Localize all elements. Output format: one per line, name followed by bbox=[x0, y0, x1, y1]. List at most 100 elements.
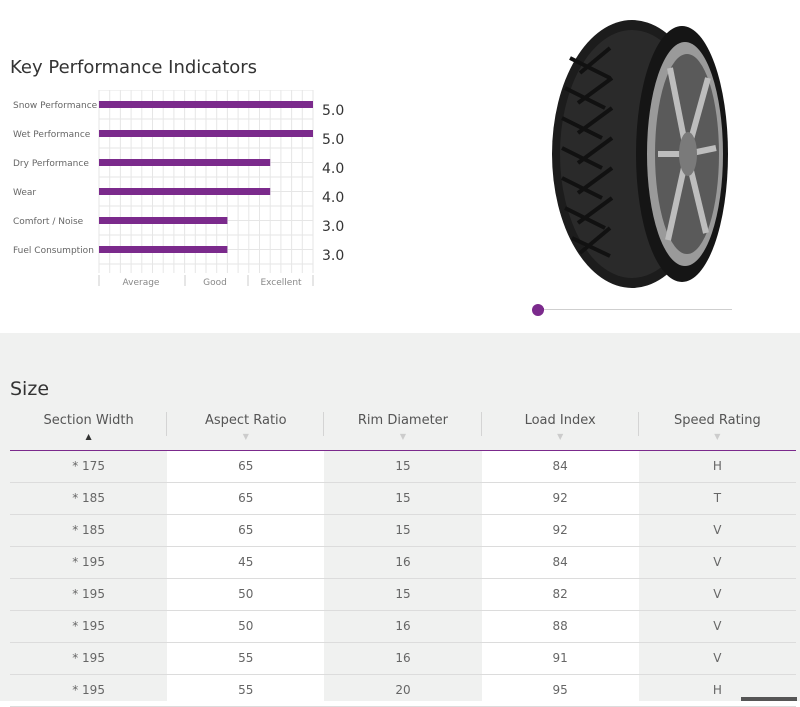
table-cell: 55 bbox=[167, 642, 325, 675]
image-slider-track[interactable] bbox=[538, 309, 732, 310]
column-header-rim-diameter[interactable]: Rim Diameter ▼ bbox=[324, 406, 482, 450]
table-cell: * 185 bbox=[10, 482, 168, 515]
table-cell: 95 bbox=[481, 674, 639, 707]
table-cell: 16 bbox=[324, 642, 482, 675]
table-cell: 16 bbox=[324, 546, 482, 579]
table-row[interactable]: * 175 65 15 84 H bbox=[10, 450, 796, 483]
kpi-bar bbox=[99, 188, 271, 195]
table-cell: V bbox=[638, 578, 796, 611]
table-cell: 45 bbox=[167, 546, 325, 579]
table-cell: * 195 bbox=[10, 578, 168, 611]
table-cell: 16 bbox=[324, 610, 482, 643]
sort-asc-icon: ▲ bbox=[85, 432, 92, 441]
table-cell: * 195 bbox=[10, 610, 168, 643]
table-cell: 55 bbox=[167, 674, 325, 707]
sort-desc-icon: ▼ bbox=[242, 432, 249, 441]
table-cell: 65 bbox=[167, 450, 325, 483]
scale-label: Excellent bbox=[260, 278, 302, 288]
table-cell: 15 bbox=[324, 514, 482, 547]
table-row[interactable]: * 195 50 16 88 V bbox=[10, 610, 796, 643]
table-cell: 88 bbox=[481, 610, 639, 643]
table-cell: V bbox=[638, 610, 796, 643]
kpi-category-labels: Snow Performance Wet Performance Dry Perfo… bbox=[13, 101, 98, 256]
table-row[interactable]: * 195 55 20 95 H bbox=[10, 674, 796, 707]
kpi-category-label: Snow Performance bbox=[13, 101, 98, 111]
sort-desc-icon: ▼ bbox=[399, 432, 407, 441]
kpi-section: Key Performance Indicators Snow Performa… bbox=[0, 0, 800, 333]
kpi-value-label: 4.0 bbox=[322, 161, 344, 177]
table-row[interactable]: * 195 55 16 91 V bbox=[10, 642, 796, 675]
table-cell: H bbox=[638, 450, 796, 483]
column-label: Rim Diameter bbox=[357, 413, 449, 428]
scale-label: Average bbox=[123, 278, 160, 288]
kpi-bar bbox=[99, 217, 228, 224]
column-label: Section Width bbox=[43, 413, 134, 428]
table-cell: 91 bbox=[481, 642, 639, 675]
image-slider-handle[interactable] bbox=[532, 304, 544, 316]
table-cell: T bbox=[638, 482, 796, 515]
table-cell: 50 bbox=[167, 578, 325, 611]
table-cell: V bbox=[638, 642, 796, 675]
table-cell: 15 bbox=[324, 450, 482, 483]
table-cell: * 195 bbox=[10, 546, 168, 579]
kpi-category-label: Wear bbox=[13, 188, 36, 198]
kpi-bars bbox=[99, 101, 313, 253]
table-cell: * 175 bbox=[10, 450, 168, 483]
kpi-category-label: Comfort / Noise bbox=[13, 217, 84, 227]
table-row[interactable]: * 195 50 15 82 V bbox=[10, 578, 796, 611]
table-cell: 65 bbox=[167, 514, 325, 547]
column-label: Aspect Ratio bbox=[204, 413, 287, 428]
table-cell: 92 bbox=[481, 482, 639, 515]
kpi-category-label: Wet Performance bbox=[13, 130, 91, 140]
corner-scroll-indicator bbox=[741, 697, 797, 701]
kpi-scale: Average Good Excellent bbox=[98, 275, 314, 288]
table-cell: V bbox=[638, 514, 796, 547]
kpi-category-label: Fuel Consumption bbox=[13, 246, 94, 256]
kpi-category-label: Dry Performance bbox=[13, 159, 89, 169]
column-header-section-width[interactable]: Section Width ▲ bbox=[10, 406, 168, 450]
table-cell: 92 bbox=[481, 514, 639, 547]
table-cell: 84 bbox=[481, 546, 639, 579]
kpi-grid bbox=[98, 90, 314, 273]
kpi-bar bbox=[99, 246, 228, 253]
size-table-body: * 175 65 15 84 H * 185 65 15 92 T * 185 65 15 92 V * 19… bbox=[10, 450, 796, 707]
column-header-speed-rating[interactable]: Speed Rating ▼ bbox=[639, 406, 796, 450]
table-cell: 50 bbox=[167, 610, 325, 643]
column-label: Speed Rating bbox=[673, 413, 761, 428]
kpi-value-label: 5.0 bbox=[322, 132, 344, 148]
column-label: Load Index bbox=[524, 413, 596, 428]
table-cell: 15 bbox=[324, 482, 482, 515]
scale-label: Good bbox=[203, 278, 227, 288]
size-title: Size bbox=[10, 378, 50, 400]
kpi-value-labels: 5.0 5.0 4.0 4.0 3.0 3.0 bbox=[322, 103, 344, 264]
table-cell: 15 bbox=[324, 578, 482, 611]
table-row[interactable]: * 185 65 15 92 T bbox=[10, 482, 796, 515]
table-row[interactable]: * 195 45 16 84 V bbox=[10, 546, 796, 579]
kpi-bar bbox=[99, 159, 271, 166]
size-table: Section Width ▲ Aspect Ratio ▼ Rim Diamete… bbox=[10, 406, 796, 707]
sort-desc-icon: ▼ bbox=[557, 432, 564, 441]
kpi-value-label: 5.0 bbox=[322, 103, 344, 119]
table-cell: 20 bbox=[324, 674, 482, 707]
table-cell: * 195 bbox=[10, 642, 168, 675]
table-row[interactable]: * 185 65 15 92 V bbox=[10, 514, 796, 547]
table-cell: * 185 bbox=[10, 514, 168, 547]
table-cell: 84 bbox=[481, 450, 639, 483]
size-section: Size Section Width ▲ Aspect Ratio ▼ Rim Di… bbox=[0, 333, 800, 707]
kpi-value-label: 4.0 bbox=[322, 190, 344, 206]
table-cell: H bbox=[638, 674, 796, 707]
table-cell: V bbox=[638, 546, 796, 579]
sort-desc-icon: ▼ bbox=[714, 432, 721, 441]
kpi-title: Key Performance Indicators bbox=[10, 57, 258, 78]
kpi-chart: Snow Performance Wet Performance Dry Perfo… bbox=[13, 90, 344, 288]
kpi-value-label: 3.0 bbox=[322, 219, 344, 235]
kpi-bar bbox=[99, 130, 313, 137]
kpi-value-label: 3.0 bbox=[322, 248, 344, 264]
table-cell: 82 bbox=[481, 578, 639, 611]
column-header-load-index[interactable]: Load Index ▼ bbox=[482, 406, 639, 450]
tire-image bbox=[552, 20, 728, 288]
column-header-aspect-ratio[interactable]: Aspect Ratio ▼ bbox=[167, 406, 325, 450]
table-cell: 65 bbox=[167, 482, 325, 515]
table-cell: * 195 bbox=[10, 674, 168, 707]
kpi-bar bbox=[99, 101, 313, 108]
